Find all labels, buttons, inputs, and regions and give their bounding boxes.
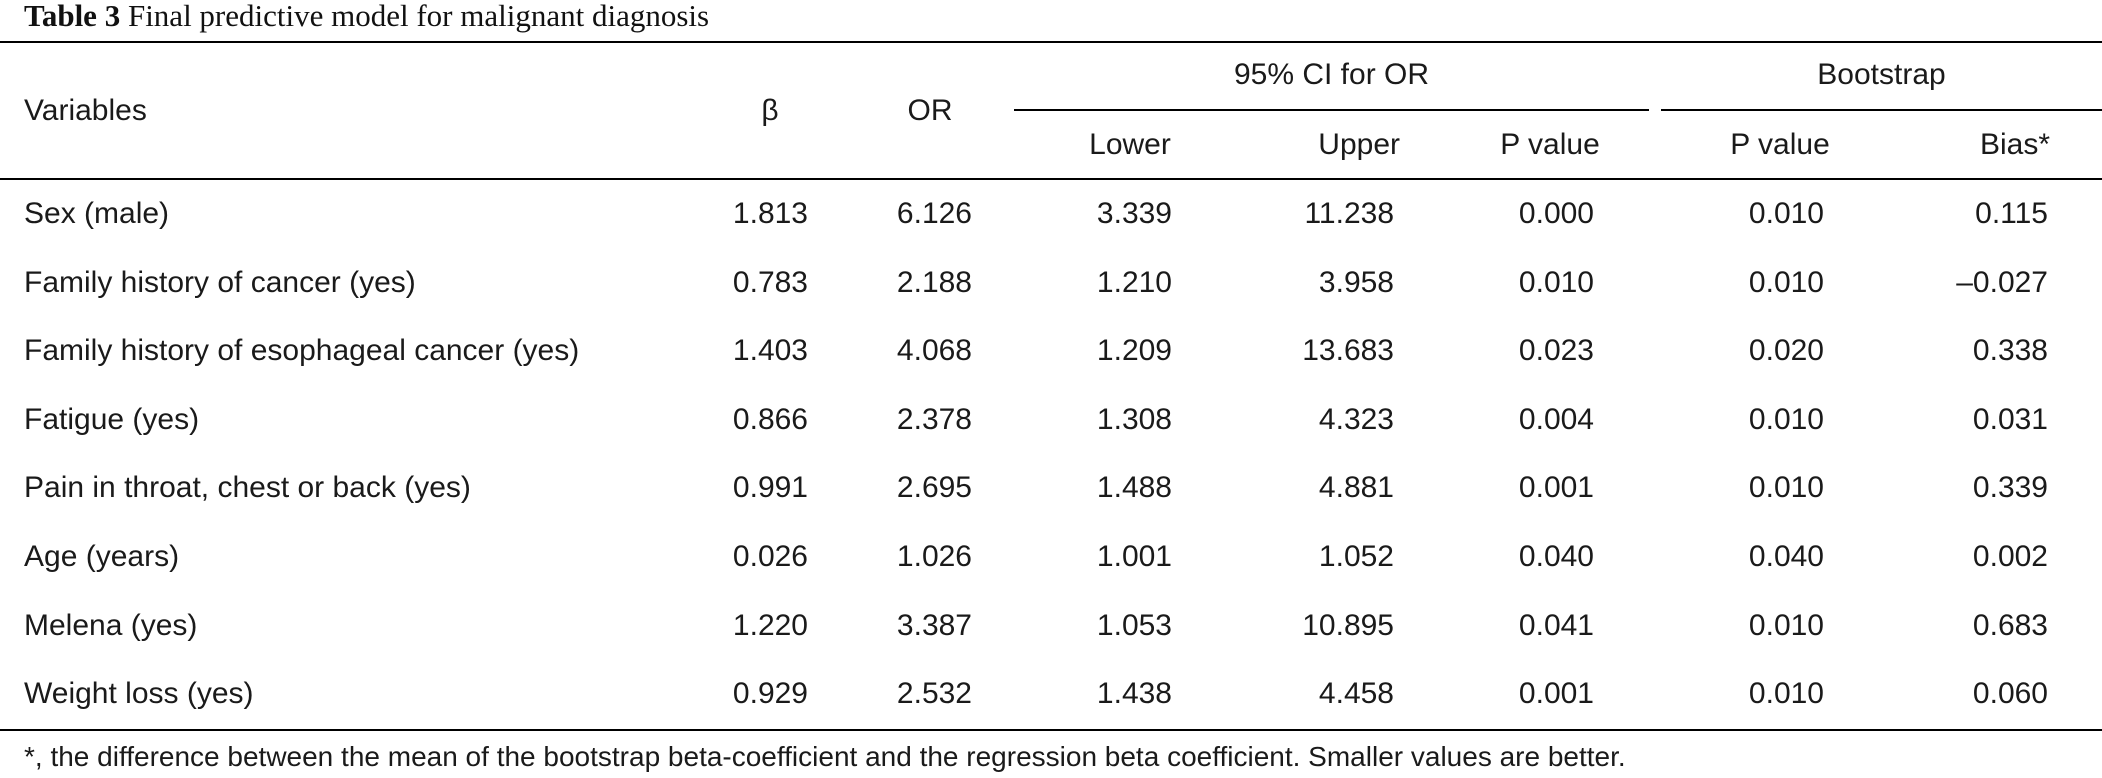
header-ci-group: 95% CI for OR <box>1233 58 1430 91</box>
cell-bootstrap-p-value: 0.010 <box>1748 471 1824 504</box>
cell-upper: 10.895 <box>1302 609 1394 642</box>
cell-lower: 1.210 <box>1096 266 1172 299</box>
cell-lower: 1.438 <box>1096 677 1172 710</box>
table-footnote: *, the difference between the mean of th… <box>24 741 1626 772</box>
header-rule <box>0 178 2102 180</box>
cell-bias: 0.338 <box>1972 334 2048 367</box>
cell-bootstrap-p-value: 0.020 <box>1748 334 1824 367</box>
cell-bias: 0.031 <box>1972 403 2048 436</box>
cell-variable: Weight loss (yes) <box>24 677 254 710</box>
cell-bias: –0.027 <box>1956 266 2048 299</box>
cell-bootstrap-p-value: 0.010 <box>1748 609 1824 642</box>
cell-upper: 1.052 <box>1318 540 1394 573</box>
cell-beta: 0.026 <box>732 540 808 573</box>
header-p-value: P value <box>1500 128 1600 161</box>
header-or: OR <box>907 94 953 127</box>
ci-group-rule <box>1014 109 1649 111</box>
cell-p-value: 0.004 <box>1518 403 1594 436</box>
cell-p-value: 0.001 <box>1518 677 1594 710</box>
header-bootstrap-p-value: P value <box>1730 128 1830 161</box>
cell-bias: 0.115 <box>1975 197 2048 230</box>
cell-bootstrap-p-value: 0.040 <box>1748 540 1824 573</box>
header-bias: Bias* <box>1979 128 2050 161</box>
cell-p-value: 0.041 <box>1518 609 1594 642</box>
cell-variable: Pain in throat, chest or back (yes) <box>24 471 471 504</box>
cell-upper: 13.683 <box>1302 334 1394 367</box>
cell-bias: 0.339 <box>1972 471 2048 504</box>
cell-bias: 0.060 <box>1972 677 2048 710</box>
cell-bootstrap-p-value: 0.010 <box>1748 197 1824 230</box>
cell-beta: 0.866 <box>732 403 808 436</box>
cell-or: 2.532 <box>896 677 972 710</box>
cell-lower: 1.209 <box>1096 334 1172 367</box>
cell-p-value: 0.000 <box>1518 197 1594 230</box>
cell-upper: 4.458 <box>1318 677 1394 710</box>
table-title: Final predictive model for malignant dia… <box>127 0 710 33</box>
bottom-rule <box>0 729 2102 731</box>
table-label: Table 3 <box>24 0 121 33</box>
header-variables: Variables <box>24 94 147 127</box>
cell-bootstrap-p-value: 0.010 <box>1748 266 1824 299</box>
cell-or: 4.068 <box>896 334 972 367</box>
cell-p-value: 0.001 <box>1518 471 1594 504</box>
cell-or: 6.126 <box>896 197 972 230</box>
header-beta: β <box>761 94 779 127</box>
cell-p-value: 0.040 <box>1518 540 1594 573</box>
cell-lower: 3.339 <box>1096 197 1172 230</box>
header-upper: Upper <box>1318 128 1400 161</box>
top-rule <box>0 41 2102 43</box>
cell-upper: 11.238 <box>1304 197 1394 230</box>
table-caption: Table 3 Final predictive model for malig… <box>24 0 709 36</box>
cell-upper: 4.881 <box>1318 471 1394 504</box>
header-lower: Lower <box>1089 128 1171 161</box>
cell-bias: 0.683 <box>1972 609 2048 642</box>
cell-lower: 1.053 <box>1096 609 1172 642</box>
cell-upper: 3.958 <box>1318 266 1394 299</box>
cell-lower: 1.308 <box>1096 403 1172 436</box>
cell-p-value: 0.010 <box>1518 266 1594 299</box>
cell-beta: 1.813 <box>732 197 808 230</box>
cell-beta: 0.929 <box>732 677 808 710</box>
cell-bootstrap-p-value: 0.010 <box>1748 677 1824 710</box>
cell-variable: Family history of cancer (yes) <box>24 266 416 299</box>
cell-beta: 0.991 <box>732 471 808 504</box>
cell-beta: 1.403 <box>732 334 808 367</box>
cell-or: 3.387 <box>896 609 972 642</box>
cell-variable: Fatigue (yes) <box>24 403 200 436</box>
cell-lower: 1.001 <box>1096 540 1172 573</box>
cell-lower: 1.488 <box>1096 471 1172 504</box>
cell-variable: Age (years) <box>24 540 180 573</box>
header-bootstrap-group: Bootstrap <box>1817 58 1946 91</box>
cell-variable: Sex (male) <box>24 197 170 230</box>
cell-or: 2.188 <box>896 266 972 299</box>
cell-bootstrap-p-value: 0.010 <box>1748 403 1824 436</box>
cell-beta: 0.783 <box>732 266 808 299</box>
cell-p-value: 0.023 <box>1518 334 1594 367</box>
cell-or: 2.695 <box>896 471 972 504</box>
cell-variable: Family history of esophageal cancer (yes… <box>24 334 580 367</box>
cell-bias: 0.002 <box>1972 540 2048 573</box>
cell-or: 2.378 <box>896 403 972 436</box>
cell-variable: Melena (yes) <box>24 609 198 642</box>
cell-beta: 1.220 <box>732 609 808 642</box>
cell-or: 1.026 <box>896 540 972 573</box>
bootstrap-group-rule <box>1661 109 2102 111</box>
cell-upper: 4.323 <box>1318 403 1394 436</box>
